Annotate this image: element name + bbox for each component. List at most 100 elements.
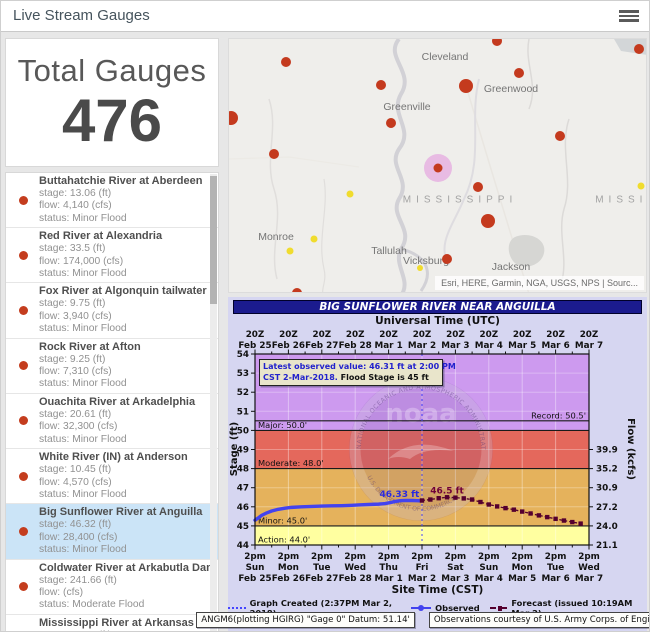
gauge-list-item[interactable]: Rock River at Afton stage: 9.25 (ft) flow:… [6,339,218,394]
map-gauge-marker[interactable] [376,80,386,90]
map-gauge-marker[interactable] [514,68,524,78]
gauge-list-item[interactable]: Red River at Alexandria stage: 33.5 (ft) f… [6,228,218,284]
map-gauge-marker[interactable] [459,79,473,93]
svg-text:20Z: 20Z [246,330,265,340]
gauge-status-dot [19,416,28,426]
map-canvas[interactable]: Cleveland Greenwood Greenville Monroe Tallul… [228,38,647,293]
gauge-status: status: Minor Flood [39,268,127,280]
map-gauge-marker[interactable] [281,57,291,67]
total-gauges-card: Total Gauges 476 [5,38,219,167]
map-gauge-marker[interactable] [492,39,502,46]
gauge-list-rows: Buttahatchie River at Aberdeen stage: 13.… [6,173,218,631]
forecast-point [494,504,500,509]
forecast-point [536,513,542,518]
gauge-list-item[interactable]: Buttahatchie River at Aberdeen stage: 13.… [6,173,218,229]
map-gauge-marker[interactable] [310,235,318,243]
map-gauge-marker[interactable] [634,44,644,54]
map-gauge-marker[interactable] [229,111,238,125]
svg-text:52: 52 [237,388,249,398]
svg-text:35.2: 35.2 [596,465,618,475]
selected-gauge-marker[interactable] [433,163,443,173]
observations-credit-note: Observations courtesy of U.S. Army Corps… [428,612,649,628]
map-gauge-marker[interactable] [481,214,495,228]
svg-text:Tue: Tue [547,563,564,573]
gauge-flow: flow: 4,140 (cfs) [39,200,112,212]
map-gauge-marker[interactable] [473,182,483,192]
svg-text:2pm: 2pm [511,552,533,562]
observed-line [253,498,424,522]
svg-text:20Z: 20Z [346,330,365,340]
list-scrollbar-thumb[interactable] [210,176,217,304]
svg-text:49: 49 [237,446,249,456]
map-gauge-marker[interactable] [442,254,452,264]
gauge-status-dot [19,250,28,260]
svg-text:Mon: Mon [512,563,533,573]
svg-text:44: 44 [237,541,249,551]
svg-text:46: 46 [237,503,249,513]
gauge-status: status: Minor Flood [39,544,127,556]
svg-text:Action: 44.0': Action: 44.0' [258,535,310,545]
gauge-item-text: Rock River at Afton stage: 9.25 (ft) flow:… [39,341,141,391]
svg-text:Mar 2: Mar 2 [408,574,436,583]
map-gauge-marker[interactable] [286,247,294,255]
gauge-item-text: Coldwater River at Arkabutla Dam stage: 2… [39,562,216,612]
forecast-point [561,518,567,523]
hydrograph-title: BIG SUNFLOWER RIVER NEAR ANGUILLA [233,300,642,314]
svg-text:Mon: Mon [278,563,299,573]
svg-text:20Z: 20Z [279,330,298,340]
flood-band-minor [255,468,589,526]
forecast-point [428,497,433,502]
total-gauges-value: 476 [61,87,163,154]
gauge-stage: stage: 37.44 (ft) [39,630,214,631]
map-gauge-marker[interactable] [637,182,645,190]
gauge-status: status: Moderate Flood [39,599,145,611]
map-gauge-marker[interactable] [269,149,279,159]
hamburger-menu-icon[interactable] [619,8,639,24]
svg-text:Mar 7: Mar 7 [575,574,603,583]
gauge-stage: stage: 9.75 (ft) [39,298,106,310]
gauge-name: Red River at Alexandria [39,230,163,243]
gauge-flow: flow: 32,300 (cfs) [39,421,118,433]
svg-text:20Z: 20Z [446,330,465,340]
map-gauge-marker[interactable] [555,131,565,141]
gauge-list-item[interactable]: Fox River at Algonquin tailwater stage: 9… [6,283,218,339]
svg-text:Mar 4: Mar 4 [475,341,503,351]
gauge-item-text: Ouachita River at Arkadelphia stage: 20.6… [39,396,195,446]
forecast-point [478,499,483,505]
map-gauge-marker[interactable] [346,190,354,198]
svg-text:Mar 1: Mar 1 [374,341,402,351]
gauge-list-item[interactable]: Coldwater River at Arkabutla Dam stage: 2… [6,560,218,615]
gauge-status-dot [19,195,28,205]
utc-axis-title: Universal Time (UTC) [375,315,500,327]
gauge-status: status: Minor Flood [39,378,127,390]
gauge-item-text: Buttahatchie River at Aberdeen stage: 13.… [39,175,202,225]
latest-observed-info-box: Latest observed value: 46.31 ft at 2:00 … [259,359,456,386]
gauge-stage: stage: 13.06 (ft) [39,188,112,199]
gauge-stage: stage: 9.25 (ft) [39,353,106,365]
svg-text:39.9: 39.9 [596,446,618,456]
gauge-status-dot [19,361,28,371]
gauge-stage: stage: 10.45 (ft) [39,464,112,476]
svg-text:Fri: Fri [416,563,429,573]
map-gauge-marker[interactable] [292,288,302,292]
svg-text:Minor: 45.0': Minor: 45.0' [258,515,307,525]
hydrograph-panel: BIG SUNFLOWER RIVER NEAR ANGUILLA Univer… [196,297,649,631]
gauge-status: status: Minor Flood [39,488,127,500]
gauge-item-text: Big Sunflower River at Anguilla stage: 46… [39,506,202,556]
list-scrollbar[interactable] [210,174,217,631]
map-gauge-marker[interactable] [386,118,396,128]
svg-text:54: 54 [237,350,249,360]
gauge-name: Rock River at Afton [39,340,141,353]
svg-text:27.2: 27.2 [596,503,618,513]
svg-text:Mar 5: Mar 5 [508,574,536,583]
gauge-list-item[interactable]: Ouachita River at Arkadelphia stage: 20.6… [6,394,218,450]
gauge-item-text: Red River at Alexandria stage: 33.5 (ft) f… [39,230,162,280]
gauge-list-item[interactable]: White River (IN) at Anderson stage: 10.45… [6,449,218,505]
forecast-point [486,502,491,507]
forecast-point [469,497,475,502]
svg-text:2pm: 2pm [578,552,600,562]
gauge-list-item[interactable]: Mississippi River at Arkansas Citystage:… [6,615,218,631]
gauge-list-item[interactable]: Big Sunflower River at Anguilla stage: 46… [6,504,218,560]
svg-text:Mar 1: Mar 1 [374,574,402,583]
map-gauge-marker[interactable] [417,265,423,271]
